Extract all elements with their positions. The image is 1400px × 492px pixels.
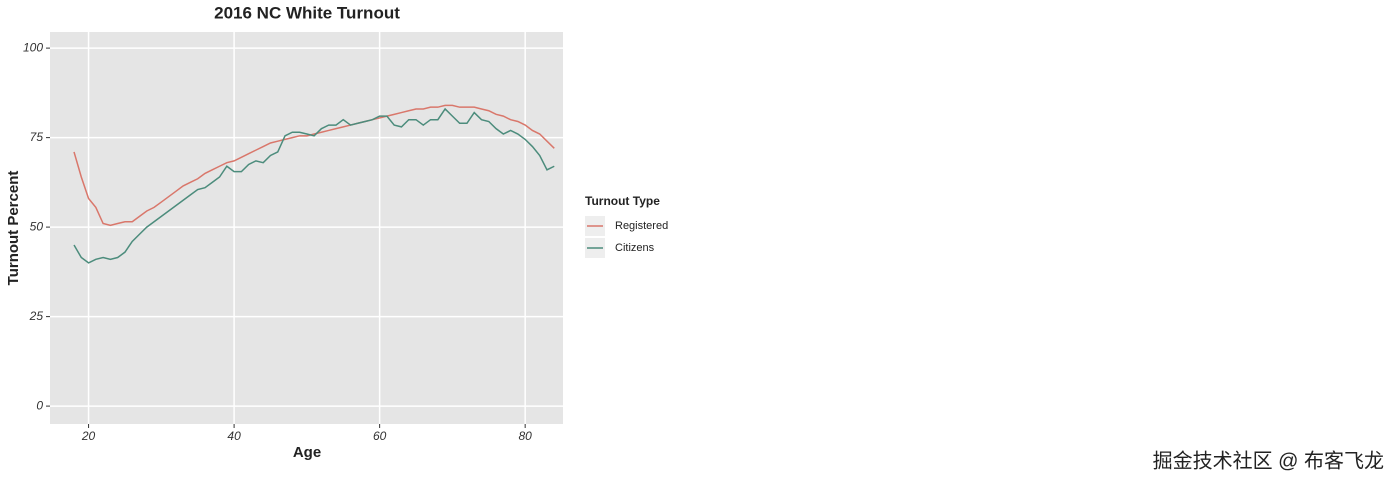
watermark: 掘金技术社区 @ 布客飞龙 — [1153, 449, 1384, 472]
x-tick-label: 80 — [518, 429, 532, 443]
x-tick-label: 20 — [81, 429, 96, 443]
y-axis-label: Turnout Percent — [5, 171, 22, 286]
chart-title: 2016 NC White Turnout — [214, 3, 400, 22]
data-line — [73, 104, 555, 227]
x-tick-label: 60 — [373, 429, 387, 443]
legend-title: Turnout Type — [585, 194, 660, 208]
x-tick-label: 40 — [227, 429, 241, 443]
legend-label: Citizens — [615, 242, 655, 254]
y-tick-label: 25 — [29, 309, 44, 323]
x-axis-label: Age — [293, 444, 321, 461]
y-tick-label: 0 — [36, 398, 43, 412]
y-tick-label: 100 — [23, 40, 43, 54]
plot-panel — [50, 32, 563, 424]
y-tick-label: 75 — [30, 130, 44, 144]
legend-label: Registered — [615, 220, 668, 232]
y-tick-label: 50 — [30, 219, 44, 233]
data-line — [73, 107, 555, 264]
